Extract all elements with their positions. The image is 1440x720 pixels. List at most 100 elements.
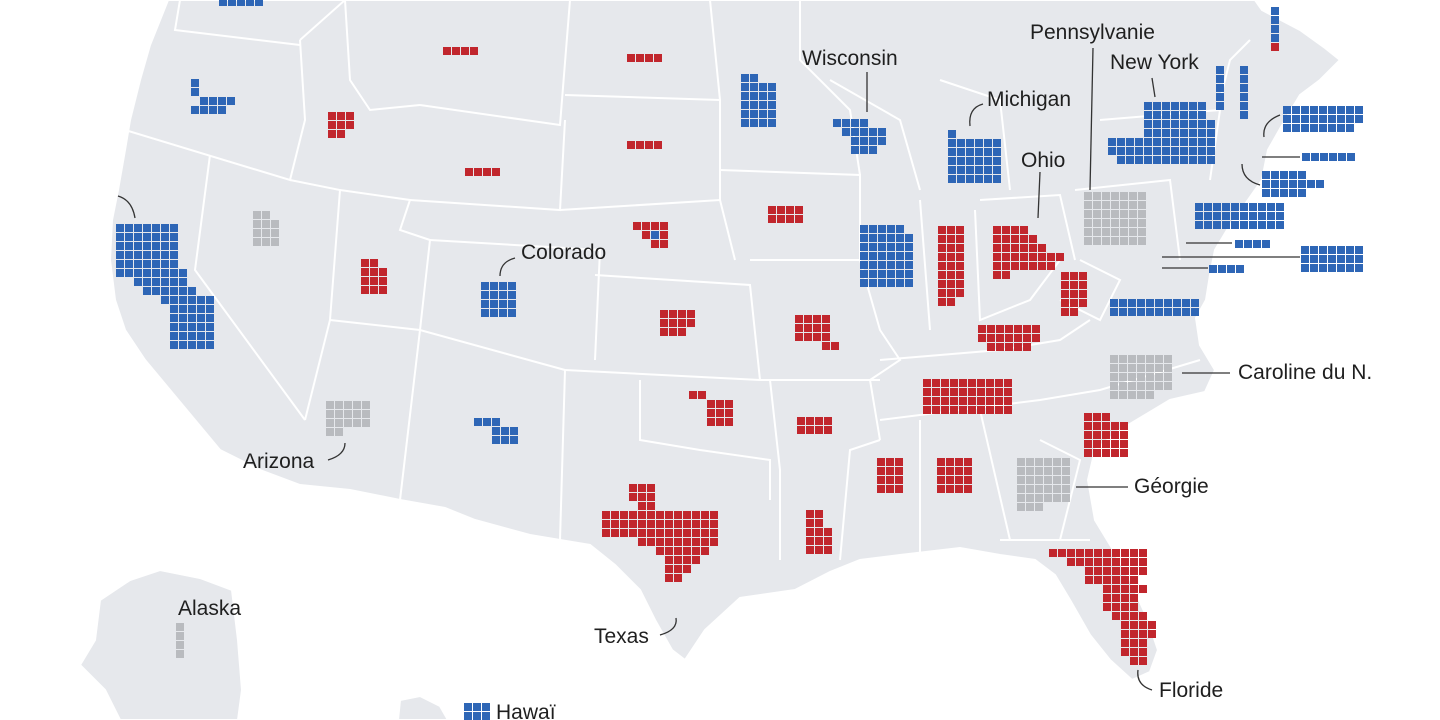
vote-square bbox=[647, 493, 655, 501]
vote-square bbox=[1138, 228, 1146, 236]
vote-square bbox=[959, 406, 967, 414]
vote-square bbox=[143, 260, 151, 268]
vote-square bbox=[1231, 212, 1239, 220]
vote-square bbox=[116, 242, 124, 250]
vote-square bbox=[674, 529, 682, 537]
vote-square bbox=[895, 458, 903, 466]
vote-square bbox=[1061, 290, 1069, 298]
vote-square bbox=[860, 279, 868, 287]
vote-square bbox=[1162, 147, 1170, 155]
label-pennsylvanie: Pennsylvanie bbox=[1030, 21, 1155, 44]
vote-square bbox=[1076, 549, 1084, 557]
vote-square bbox=[1162, 129, 1170, 137]
vote-square bbox=[1155, 382, 1163, 390]
vote-square bbox=[1079, 281, 1087, 289]
vote-square bbox=[1155, 373, 1163, 381]
vote-square bbox=[1084, 422, 1092, 430]
vote-square bbox=[1128, 391, 1136, 399]
vote-square bbox=[813, 333, 821, 341]
vote-square bbox=[170, 251, 178, 259]
vote-square bbox=[188, 332, 196, 340]
vote-square bbox=[179, 278, 187, 286]
vote-square bbox=[946, 467, 954, 475]
vote-square bbox=[1128, 308, 1136, 316]
vote-square bbox=[1070, 308, 1078, 316]
vote-square bbox=[125, 269, 133, 277]
vote-square bbox=[815, 528, 823, 536]
vote-square bbox=[905, 279, 913, 287]
vote-square bbox=[674, 511, 682, 519]
vote-square bbox=[197, 296, 205, 304]
vote-square bbox=[1162, 156, 1170, 164]
vote-square bbox=[647, 520, 655, 528]
vote-square bbox=[326, 419, 334, 427]
vote-square bbox=[337, 130, 345, 138]
vote-square bbox=[344, 410, 352, 418]
vote-square bbox=[1128, 373, 1136, 381]
vote-square bbox=[1271, 34, 1279, 42]
vote-square bbox=[941, 388, 949, 396]
vote-square bbox=[1032, 325, 1040, 333]
vote-square bbox=[938, 226, 946, 234]
vote-square bbox=[1138, 210, 1146, 218]
vote-square bbox=[1112, 603, 1120, 611]
vote-square bbox=[938, 298, 946, 306]
vote-square bbox=[806, 426, 814, 434]
vote-square bbox=[1189, 102, 1197, 110]
vote-square bbox=[795, 333, 803, 341]
vote-square bbox=[179, 314, 187, 322]
vote-square bbox=[660, 231, 668, 239]
vote-square bbox=[1112, 585, 1120, 593]
vote-square bbox=[1153, 138, 1161, 146]
state-grid-nv bbox=[253, 211, 279, 246]
vote-square bbox=[1276, 221, 1284, 229]
state-grid-tn bbox=[923, 379, 1012, 414]
vote-square bbox=[1093, 413, 1101, 421]
vote-square bbox=[1258, 221, 1266, 229]
state-grid-sc bbox=[1084, 413, 1128, 457]
vote-square bbox=[955, 467, 963, 475]
vote-square bbox=[611, 520, 619, 528]
vote-square bbox=[1094, 576, 1102, 584]
vote-square bbox=[152, 278, 160, 286]
vote-square bbox=[1121, 648, 1129, 656]
vote-square bbox=[1180, 156, 1188, 164]
vote-square bbox=[678, 328, 686, 336]
vote-square bbox=[1171, 102, 1179, 110]
state-grid-la bbox=[806, 510, 832, 554]
vote-square bbox=[1002, 271, 1010, 279]
vote-square bbox=[1017, 485, 1025, 493]
vote-square bbox=[170, 278, 178, 286]
vote-square bbox=[362, 410, 370, 418]
vote-square bbox=[474, 168, 482, 176]
vote-square bbox=[1253, 240, 1261, 248]
vote-square bbox=[950, 397, 958, 405]
vote-square bbox=[143, 269, 151, 277]
vote-square bbox=[1258, 212, 1266, 220]
vote-square bbox=[1053, 476, 1061, 484]
vote-square bbox=[1207, 129, 1215, 137]
vote-square bbox=[1204, 221, 1212, 229]
vote-square bbox=[179, 287, 187, 295]
vote-square bbox=[665, 556, 673, 564]
vote-square bbox=[1121, 630, 1129, 638]
vote-square bbox=[176, 650, 184, 658]
vote-square bbox=[143, 287, 151, 295]
vote-square bbox=[1026, 467, 1034, 475]
vote-square bbox=[1310, 264, 1318, 272]
label-colorado: Colorado bbox=[521, 241, 607, 264]
vote-square bbox=[1355, 255, 1363, 263]
vote-square bbox=[1262, 240, 1270, 248]
vote-square bbox=[795, 215, 803, 223]
vote-square bbox=[1135, 138, 1143, 146]
vote-square bbox=[1020, 262, 1028, 270]
vote-square bbox=[1283, 106, 1291, 114]
vote-square bbox=[1216, 66, 1224, 74]
vote-square bbox=[669, 319, 677, 327]
vote-square bbox=[1120, 431, 1128, 439]
vote-square bbox=[860, 234, 868, 242]
vote-square bbox=[701, 520, 709, 528]
vote-square bbox=[824, 546, 832, 554]
vote-square bbox=[642, 222, 650, 230]
vote-square bbox=[977, 397, 985, 405]
